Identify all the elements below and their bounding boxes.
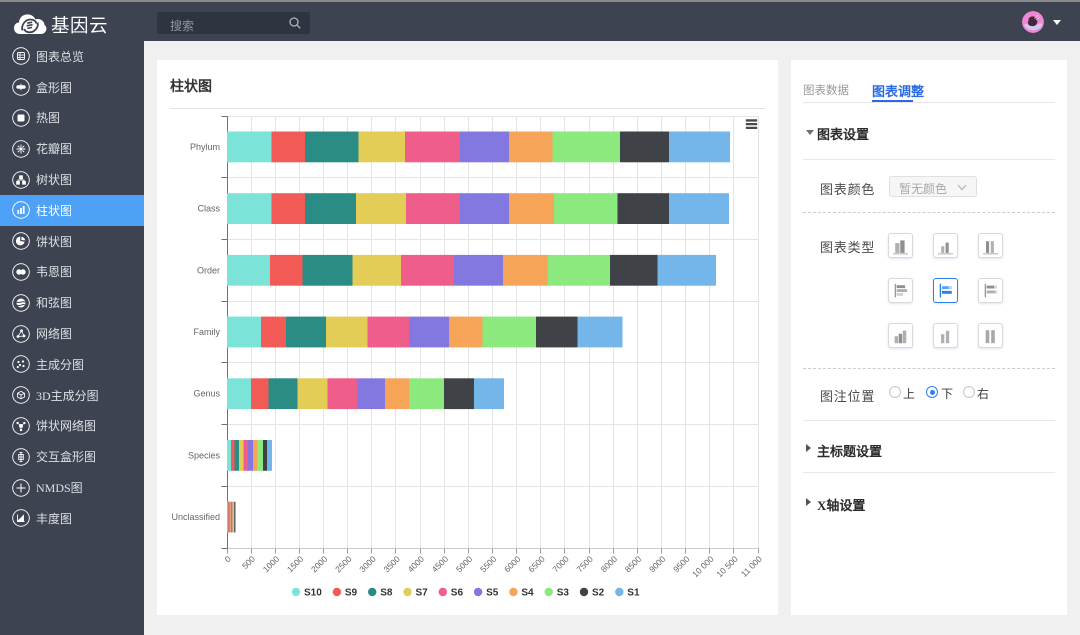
svg-text:10 000: 10 000 [690,554,716,580]
svg-text:10 500: 10 500 [714,554,740,580]
svg-text:S9: S9 [345,588,358,599]
svg-text:S4: S4 [521,588,534,599]
svg-text:2000: 2000 [309,554,330,575]
svg-text:5000: 5000 [454,554,475,575]
svg-text:7000: 7000 [550,554,571,575]
svg-text:Order: Order [197,265,220,275]
svg-text:8000: 8000 [599,554,620,575]
svg-text:9500: 9500 [671,554,692,575]
svg-text:4500: 4500 [430,554,451,575]
svg-text:Class: Class [197,204,220,214]
svg-text:500: 500 [240,554,257,571]
svg-text:S1: S1 [627,588,640,599]
svg-text:S7: S7 [416,588,429,599]
svg-text:1000: 1000 [261,554,282,575]
svg-text:Unclassified: Unclassified [171,512,220,522]
svg-text:S8: S8 [380,588,393,599]
svg-text:S10: S10 [304,588,322,599]
svg-text:8500: 8500 [623,554,644,575]
svg-text:5500: 5500 [478,554,499,575]
svg-text:Genus: Genus [193,389,220,399]
svg-text:Family: Family [194,327,221,337]
svg-text:11 000: 11 000 [739,554,764,579]
svg-text:3000: 3000 [357,554,378,575]
svg-text:6500: 6500 [526,554,547,575]
svg-text:7500: 7500 [574,554,595,575]
svg-text:S3: S3 [557,588,570,599]
svg-text:6000: 6000 [502,554,523,575]
svg-text:S2: S2 [592,588,605,599]
svg-text:Phylum: Phylum [190,142,220,152]
svg-text:9000: 9000 [647,554,668,575]
svg-text:0: 0 [222,554,233,565]
svg-text:S5: S5 [486,588,499,599]
svg-text:4000: 4000 [406,554,427,575]
svg-text:Species: Species [188,450,221,460]
svg-text:1500: 1500 [285,554,306,575]
svg-text:3500: 3500 [381,554,402,575]
svg-text:S6: S6 [451,588,464,599]
svg-text:2500: 2500 [333,554,354,575]
